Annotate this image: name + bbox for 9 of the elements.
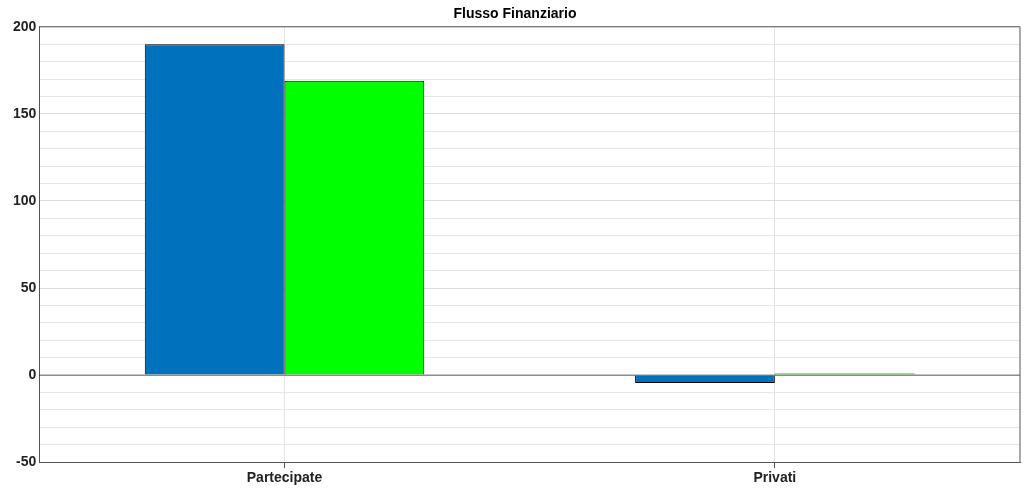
x-tick-label: Partecipate [246,469,323,486]
y-tick-label: 50 [20,278,37,295]
chart-title: Flusso Finanziario [453,5,577,22]
y-tick-label: 200 [13,17,37,34]
y-tick-label: 150 [13,104,37,121]
y-tick-label: 100 [13,191,37,208]
y-tick-label: 0 [28,365,37,382]
x-tick-label: Privati [753,469,797,486]
y-tick-label: -50 [16,453,37,470]
